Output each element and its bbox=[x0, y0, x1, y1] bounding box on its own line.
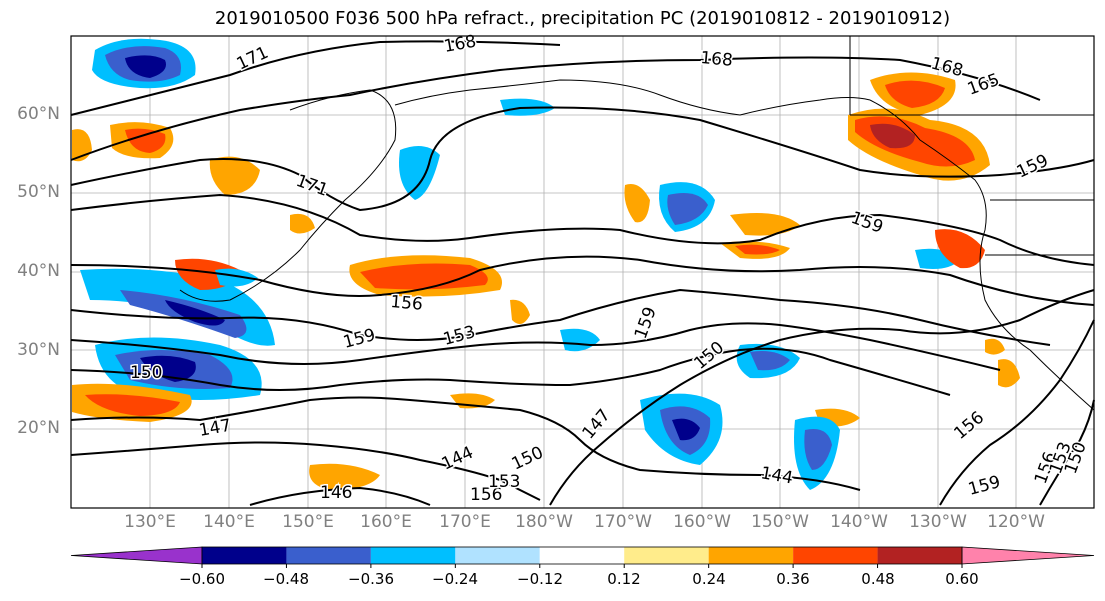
lon-label: 140°W bbox=[830, 512, 888, 532]
anomaly-negative bbox=[804, 429, 832, 470]
colorbar-swatch bbox=[539, 547, 625, 564]
anomaly-positive bbox=[624, 184, 650, 223]
map-frame bbox=[70, 35, 1095, 509]
map-title: 2019010500 F036 500 hPa refract., precip… bbox=[214, 8, 951, 29]
anomaly-positive bbox=[85, 394, 180, 416]
lon-label: 150°W bbox=[751, 512, 809, 532]
coastlines bbox=[179, 36, 1095, 411]
colorbar-swatch bbox=[793, 547, 878, 564]
colorbar-swatch bbox=[202, 547, 287, 564]
colorbar-tick-label: −0.60 bbox=[179, 570, 225, 588]
lon-label: 120°W bbox=[987, 512, 1045, 532]
contour-label: 156 bbox=[470, 485, 502, 505]
colorbar-swatch bbox=[286, 547, 371, 564]
lat-label-60n: 60°N bbox=[17, 104, 60, 124]
anomaly-negative bbox=[750, 351, 790, 371]
colorbar-extend-high bbox=[961, 546, 1095, 565]
anomaly-positive bbox=[998, 359, 1020, 388]
lon-label: 180°W bbox=[515, 512, 573, 532]
colorbar-tick-label: −0.36 bbox=[348, 570, 394, 588]
anomaly-negative bbox=[215, 268, 258, 287]
contour-label: 156 bbox=[390, 292, 424, 315]
anomaly-negative bbox=[667, 192, 708, 225]
contour-label: 150 bbox=[130, 363, 162, 383]
colorbar-tick-label: −0.48 bbox=[263, 570, 309, 588]
lat-label-20n: 20°N bbox=[17, 418, 60, 438]
colorbar bbox=[70, 546, 1095, 568]
colorbar-tick-label: −0.12 bbox=[517, 570, 563, 588]
colorbar-extend-low bbox=[70, 546, 203, 565]
contour-label: 168 bbox=[700, 48, 734, 71]
colorbar-swatch bbox=[455, 547, 540, 564]
anomaly-positive bbox=[510, 299, 530, 324]
colorbar-tick-label: 0.60 bbox=[945, 570, 979, 588]
anomaly-positive bbox=[985, 338, 1005, 355]
anomaly-negative bbox=[125, 55, 166, 78]
anomaly-positive bbox=[935, 229, 985, 269]
lon-label: 140°E bbox=[203, 512, 255, 532]
lon-label: 150°E bbox=[282, 512, 334, 532]
anomaly-negative bbox=[672, 418, 700, 441]
anomaly-positive bbox=[730, 212, 800, 236]
anomaly-negative bbox=[140, 355, 196, 382]
colorbar-tick-label: 0.48 bbox=[861, 570, 895, 588]
lon-label: 170°W bbox=[594, 512, 652, 532]
anomaly-positive bbox=[870, 123, 915, 149]
height-contours bbox=[70, 40, 1095, 506]
lat-label-50n: 50°N bbox=[17, 182, 60, 202]
contour-label: 168 bbox=[929, 54, 966, 82]
anomaly-positive bbox=[309, 463, 380, 490]
contour-label: 146 bbox=[320, 483, 352, 503]
lon-label: 160°W bbox=[673, 512, 731, 532]
colorbar-tick-label: −0.24 bbox=[432, 570, 478, 588]
colorbar-swatch bbox=[624, 547, 709, 564]
colorbar-outline bbox=[201, 546, 963, 565]
contour-label: 147 bbox=[197, 416, 232, 441]
colorbar-swatch bbox=[877, 547, 962, 564]
anomaly-positive bbox=[290, 213, 315, 234]
colorbar-swatch bbox=[370, 547, 456, 564]
colorbar-tick-label: 0.12 bbox=[607, 570, 641, 588]
colorbar-swatch bbox=[708, 547, 794, 564]
anomaly-positive bbox=[125, 128, 166, 153]
lon-label: 130°W bbox=[909, 512, 967, 532]
precip-shading bbox=[72, 38, 1020, 490]
lon-label: 130°E bbox=[124, 512, 176, 532]
lat-label-30n: 30°N bbox=[17, 340, 60, 360]
colorbar-tick-label: 0.36 bbox=[776, 570, 810, 588]
lat-label-40n: 40°N bbox=[17, 261, 60, 281]
anomaly-positive bbox=[360, 263, 488, 290]
contour-label: 153 bbox=[488, 472, 520, 492]
lon-label: 170°E bbox=[439, 512, 491, 532]
anomaly-positive bbox=[735, 244, 780, 255]
colorbar-tick-label: 0.24 bbox=[692, 570, 726, 588]
anomaly-positive bbox=[209, 156, 260, 195]
anomaly-positive bbox=[885, 80, 945, 108]
lon-label: 160°E bbox=[360, 512, 412, 532]
